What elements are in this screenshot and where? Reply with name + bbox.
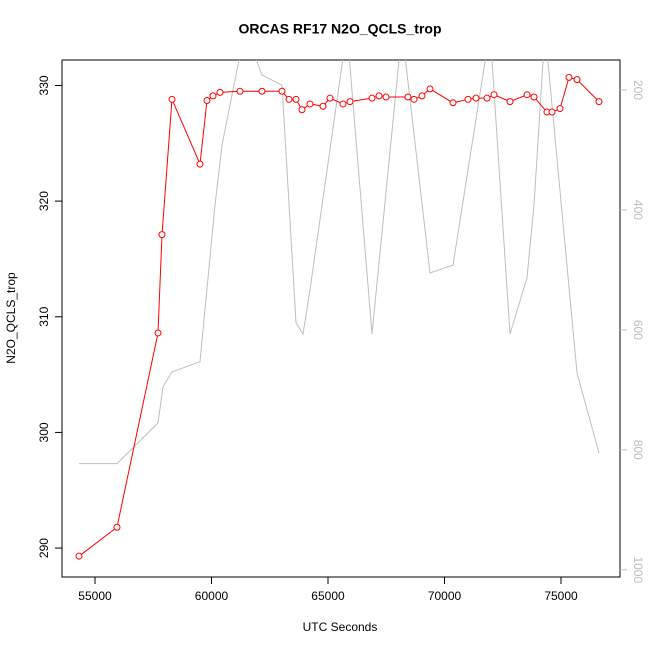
y-tick-label: 330: [37, 75, 51, 95]
data-point: [298, 106, 306, 114]
data-point: [483, 94, 491, 102]
x-axis-label: UTC Seconds: [303, 620, 378, 634]
data-point: [404, 93, 412, 101]
data-point: [306, 100, 314, 108]
data-point: [236, 87, 244, 95]
y2-tick-label: 400: [631, 200, 645, 220]
data-point: [506, 98, 514, 106]
data-point: [472, 94, 480, 102]
y-tick-label: 290: [37, 538, 51, 558]
data-point: [426, 85, 434, 93]
data-point: [346, 98, 354, 106]
data-point: [292, 95, 300, 103]
data-point: [573, 76, 581, 84]
plot-frame: [61, 59, 621, 578]
y-tick-label: 310: [37, 306, 51, 326]
data-point: [565, 73, 573, 81]
x-tick-label: 70000: [428, 589, 462, 603]
y-tick-label: 300: [37, 422, 51, 442]
y2-tick-label: 600: [631, 320, 645, 340]
y2-tick-label: 200: [631, 80, 645, 100]
data-point: [319, 102, 327, 110]
data-point: [418, 92, 426, 100]
data-point: [326, 94, 334, 102]
data-point: [523, 91, 531, 99]
data-point: [375, 92, 383, 100]
x-tick-label: 65000: [311, 589, 345, 603]
y2-tick-label: 800: [631, 440, 645, 460]
data-point: [285, 95, 293, 103]
plot-area: [75, 60, 603, 560]
data-point: [464, 95, 472, 103]
y2-tick-label: 1000: [631, 556, 645, 583]
x-tick-label: 75000: [544, 589, 578, 603]
data-point: [75, 552, 83, 560]
data-point: [410, 95, 418, 103]
data-point: [449, 99, 457, 107]
data-point: [530, 93, 538, 101]
data-point: [556, 105, 564, 113]
chart-title: ORCAS RF17 N2O_QCLS_trop: [238, 21, 441, 37]
x-tick-label: 60000: [195, 589, 229, 603]
data-point: [203, 96, 211, 104]
data-point: [278, 87, 286, 95]
data-point: [113, 523, 121, 531]
data-point: [339, 100, 347, 108]
series-line: [78, 76, 600, 557]
x-tick-label: 55000: [78, 589, 112, 603]
data-point: [154, 329, 162, 337]
data-point: [382, 93, 390, 101]
data-point: [548, 108, 556, 116]
y-tick-label: 320: [37, 191, 51, 211]
y-axis-label: N2O_QCLS_trop: [4, 272, 18, 364]
data-point: [368, 94, 376, 102]
data-point: [158, 231, 166, 239]
series-line: [78, 60, 600, 465]
data-point: [258, 87, 266, 95]
data-point: [168, 95, 176, 103]
data-point: [209, 92, 217, 100]
data-point: [196, 160, 204, 168]
data-point: [216, 88, 224, 96]
data-point: [490, 91, 498, 99]
data-point: [595, 98, 603, 106]
